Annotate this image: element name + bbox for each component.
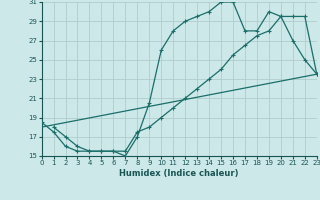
X-axis label: Humidex (Indice chaleur): Humidex (Indice chaleur) xyxy=(119,169,239,178)
